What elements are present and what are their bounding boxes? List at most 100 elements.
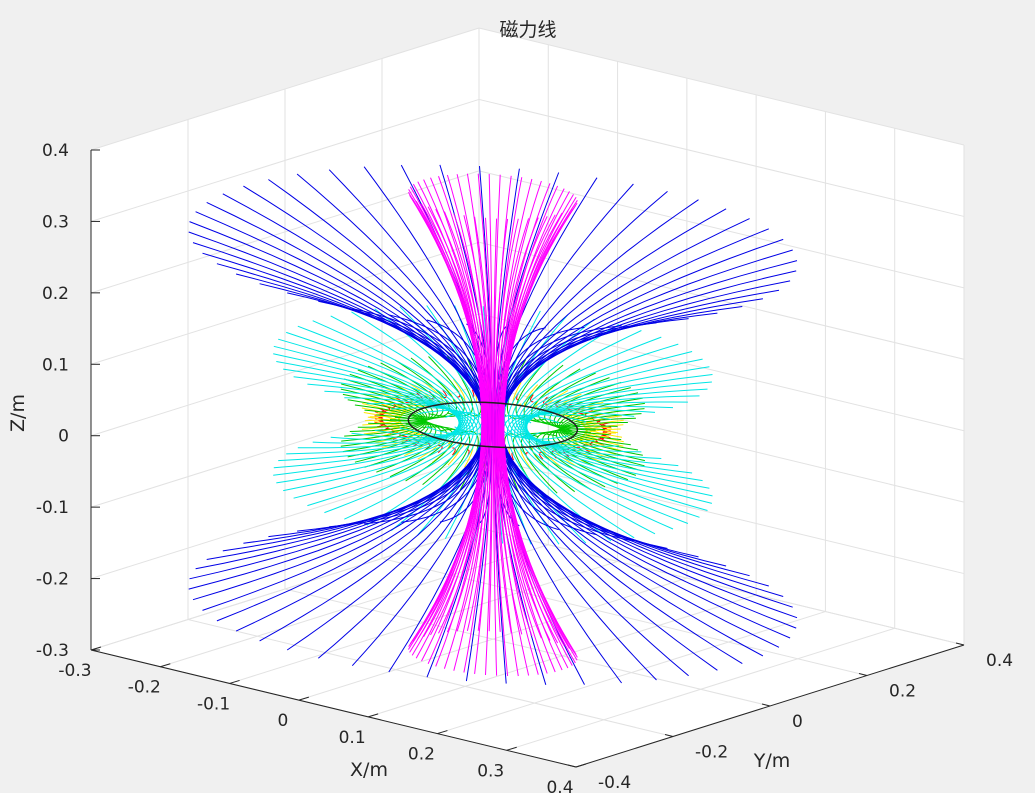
x-tick-mark <box>90 646 102 651</box>
field-line <box>595 437 605 446</box>
y-tick-label: -0.4 <box>598 773 631 793</box>
field-line <box>381 403 390 412</box>
z-tick-label: -0.3 <box>36 641 69 661</box>
field-lines <box>188 164 798 685</box>
field-line <box>517 409 656 535</box>
field-line <box>453 213 489 671</box>
tick-labels: -0.3 -0.2 -0.1 0 0.1 0.2 0.3 0.4 -0.3 -0.2 -0.1 0 0.… <box>36 141 1013 793</box>
field-line <box>474 216 492 674</box>
z-tick-label: -0.1 <box>36 498 69 518</box>
field-line <box>347 399 429 458</box>
field-line <box>552 422 629 481</box>
y-tick-mark <box>858 673 868 676</box>
field-line <box>443 211 488 669</box>
field-line <box>511 324 620 447</box>
field-line <box>435 208 486 667</box>
grid-line <box>90 241 480 365</box>
field-line <box>463 215 490 673</box>
x-axis-line <box>90 649 577 768</box>
field-line <box>520 343 679 467</box>
z-tick-label: 0 <box>58 427 69 447</box>
field-line <box>415 200 484 659</box>
grid-line <box>478 456 965 575</box>
field-line <box>312 320 466 444</box>
x-tick-label: 0.1 <box>339 728 366 748</box>
field-line <box>307 383 465 507</box>
field-line <box>498 217 539 675</box>
field-line <box>500 214 556 673</box>
y-tick-label: 0 <box>792 712 803 732</box>
field-line <box>422 426 463 485</box>
grid-line <box>187 619 674 737</box>
x-tick-label: 0 <box>277 711 288 731</box>
x-tick-mark <box>437 730 448 735</box>
back-y-pane <box>479 28 964 645</box>
x-tick-mark <box>575 763 587 768</box>
field-line <box>525 366 710 489</box>
field-line <box>349 373 430 432</box>
x-axis-label: X/m <box>350 759 388 781</box>
z-tick-label: 0.1 <box>42 355 69 375</box>
field-line <box>522 351 693 474</box>
field-line <box>495 218 519 677</box>
field-line <box>523 364 564 424</box>
field-line <box>547 425 618 484</box>
field-line <box>492 218 498 676</box>
x-tick-label: 0.4 <box>546 778 573 793</box>
grid-line <box>478 170 965 289</box>
x-tick-mark <box>229 679 240 684</box>
z-tick-label: -0.2 <box>36 570 69 590</box>
field-line <box>496 218 530 676</box>
field-line <box>276 361 461 484</box>
field-line <box>421 203 485 662</box>
field-line <box>524 358 703 482</box>
field-line <box>514 411 635 539</box>
field-line <box>499 216 548 674</box>
x-tick-label: 0.3 <box>477 761 504 781</box>
grid-line <box>478 313 965 432</box>
y-tick-label: 0.2 <box>889 682 916 702</box>
field-line <box>485 217 493 676</box>
field-line <box>427 206 485 665</box>
grid-line <box>90 456 480 580</box>
chart-title: 磁力线 <box>499 19 556 41</box>
y-tick-mark <box>955 642 965 646</box>
grid-line <box>90 527 480 651</box>
y-axis-label: Y/m <box>753 750 791 772</box>
grid-line <box>284 588 771 707</box>
field-line-family <box>407 173 578 677</box>
field-line <box>556 392 639 451</box>
ring-path <box>407 401 579 449</box>
field-line <box>293 376 463 499</box>
field-line <box>494 218 509 677</box>
y-tick-mark <box>567 764 577 768</box>
grid-line <box>90 27 480 151</box>
x-tick-mark <box>367 713 379 718</box>
field-line <box>324 390 468 514</box>
x-tick-label: -0.2 <box>128 678 161 698</box>
field-line <box>542 428 606 488</box>
z-tick-label: 0.4 <box>42 141 69 161</box>
field-line <box>341 383 427 442</box>
x-tick-label: -0.3 <box>58 661 91 681</box>
grid-line <box>478 27 965 146</box>
x-tick-mark <box>506 746 517 751</box>
current-ring <box>407 401 579 449</box>
y-tick-label: 0.4 <box>986 651 1013 671</box>
field-line-family <box>273 305 713 545</box>
field-line <box>376 414 442 473</box>
field-line <box>366 402 475 526</box>
x-tick-label: 0.2 <box>408 745 435 765</box>
z-tick-label: 0.3 <box>42 212 69 232</box>
field-line <box>351 311 472 439</box>
x-tick-label: -0.1 <box>197 694 230 714</box>
field-line <box>344 397 471 520</box>
field-line <box>330 315 469 441</box>
field-line <box>529 394 534 403</box>
field-line <box>357 369 434 428</box>
field-line <box>520 406 674 530</box>
field-line <box>515 330 642 453</box>
y-tick-mark <box>664 734 674 737</box>
